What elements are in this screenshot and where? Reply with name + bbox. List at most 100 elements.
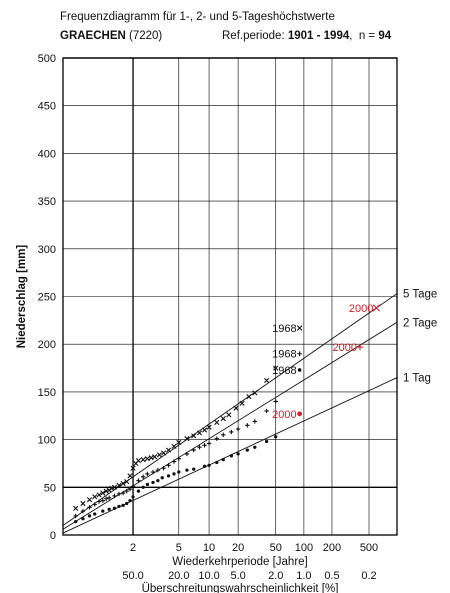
data-point (252, 419, 258, 424)
data-point (100, 498, 106, 503)
data-point (226, 412, 232, 418)
data-point (116, 491, 122, 497)
data-point (229, 429, 234, 435)
data-point (236, 452, 240, 456)
data-point (152, 454, 158, 460)
data-point (207, 463, 211, 468)
data-point (87, 505, 92, 510)
data-point (127, 487, 133, 492)
data-point (196, 430, 203, 436)
station-label: GRAECHEN (7220) (60, 30, 162, 42)
data-point (116, 482, 122, 488)
y-tick-label: 450 (38, 101, 56, 113)
data-point (81, 517, 85, 521)
prob-tick-label: 0.5 (324, 570, 339, 582)
data-point (191, 433, 197, 439)
x-axis-label-probability: Überschreitungswahrscheinlichkeit [%] (142, 583, 339, 593)
data-point (111, 484, 118, 490)
data-point (80, 500, 86, 507)
data-point (220, 416, 226, 422)
data-point (202, 443, 207, 448)
data-point (239, 400, 245, 406)
data-point (264, 439, 269, 444)
x-tick-label: 50 (270, 542, 282, 554)
data-point (214, 436, 219, 441)
event-label-1968: 1968 (272, 323, 296, 335)
x-axis-label: Wiederkehrperiode [Jahre] (172, 556, 308, 568)
data-point (124, 488, 129, 494)
data-point (128, 499, 132, 503)
data-point (171, 443, 177, 449)
data-point (184, 451, 190, 457)
data-point (253, 445, 257, 449)
data-point (80, 508, 86, 514)
chart-title: Frequenzdiagramm für 1-, 2- und 5-Tagesh… (60, 11, 335, 23)
data-point (215, 460, 219, 465)
event-marker-1968 (296, 325, 303, 331)
data-point (130, 465, 136, 471)
y-tick-label: 350 (38, 196, 56, 208)
x-tick-label: 500 (360, 542, 378, 554)
y-tick-label: 0 (50, 530, 56, 542)
ref-period-label: Ref.periode: 1901 - 1994, n = 94 (222, 30, 392, 42)
data-point (273, 399, 278, 404)
prob-tick-label: 2.0 (268, 570, 283, 582)
series-label: 2 Tage (403, 317, 437, 329)
data-point (160, 476, 164, 480)
prob-tick-label: 10.0 (198, 570, 219, 582)
y-tick-label: 200 (38, 339, 56, 351)
data-point (185, 468, 189, 472)
data-point (176, 439, 182, 446)
data-point (140, 457, 146, 463)
data-point (191, 447, 196, 453)
event-marker-1968 (297, 368, 302, 372)
data-point (130, 484, 136, 489)
data-point (245, 448, 249, 452)
data-point (144, 456, 150, 462)
data-point (221, 457, 225, 462)
data-point (87, 514, 92, 518)
data-point (273, 365, 279, 371)
data-point (92, 502, 97, 507)
data-point (197, 445, 202, 450)
data-point (103, 496, 109, 501)
data-point (121, 503, 125, 508)
ref-period-prefix: Ref.periode: (222, 30, 285, 42)
data-point (233, 405, 239, 411)
sample-size-value: 94 (378, 30, 392, 42)
data-point (165, 447, 172, 453)
y-tick-label: 500 (38, 53, 56, 65)
event-marker-1968 (297, 351, 303, 357)
data-point (161, 466, 166, 471)
y-tick-label: 300 (38, 244, 56, 256)
data-point (145, 482, 150, 487)
event-label-1968: 1968 (272, 365, 296, 377)
data-point (136, 478, 141, 483)
data-point (124, 478, 130, 485)
event-label-2000: 2000 (349, 303, 373, 315)
data-point (150, 469, 156, 475)
data-point (96, 492, 102, 498)
plot-frame (62, 57, 398, 536)
prob-tick-label: 5.0 (230, 570, 245, 582)
data-point (140, 474, 146, 480)
data-point (166, 474, 171, 478)
data-point (184, 436, 190, 442)
data-point (107, 507, 111, 511)
data-point (145, 471, 150, 477)
x-tick-label: 5 (176, 542, 182, 554)
data-point (73, 513, 78, 519)
data-point (245, 423, 250, 428)
data-point (141, 485, 145, 489)
prob-tick-label: 1.0 (296, 570, 311, 582)
event-marker-2000 (356, 343, 364, 351)
data-point (206, 424, 212, 430)
data-point (201, 427, 208, 433)
y-axis-label: Niederschlag [mm] (16, 245, 28, 349)
data-point (131, 495, 135, 499)
data-point (166, 463, 171, 468)
data-point (106, 487, 112, 493)
data-point (156, 478, 160, 483)
data-point (252, 390, 258, 396)
prob-tick-label: 50.0 (122, 570, 143, 582)
